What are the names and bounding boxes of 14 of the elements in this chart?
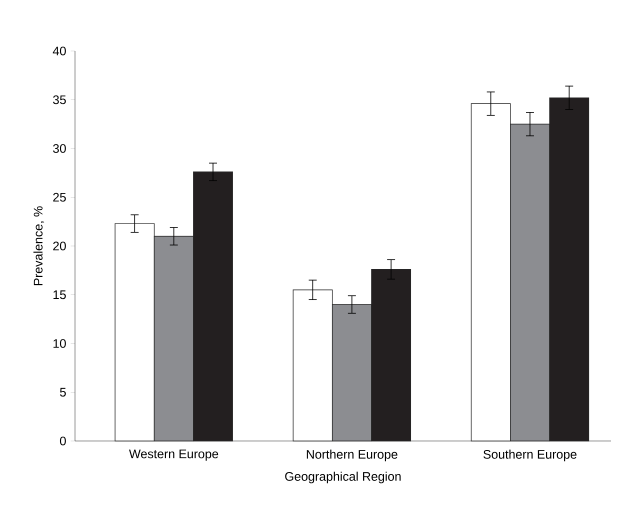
y-tick-label: 10 [54,339,66,348]
y-tick-label: 20 [53,242,66,250]
x-tick-label: Western Europe [129,450,218,461]
x-tick-label: Northern Europe [306,450,398,462]
y-tick-label: 30 [53,144,66,153]
y-tick-label: 40 [52,46,66,56]
y-tick-label: 5 [60,388,66,397]
y-tick-label: 35 [53,95,66,104]
y-tick-label: 15 [54,290,66,300]
y-axis-title: Prevalence, % [33,206,44,286]
y-tick-label: 25 [53,192,66,202]
y-tick-label: 0 [60,436,66,446]
x-axis-title: Geographical Region [285,472,401,484]
x-tick-label: Southern Europe [483,450,576,462]
